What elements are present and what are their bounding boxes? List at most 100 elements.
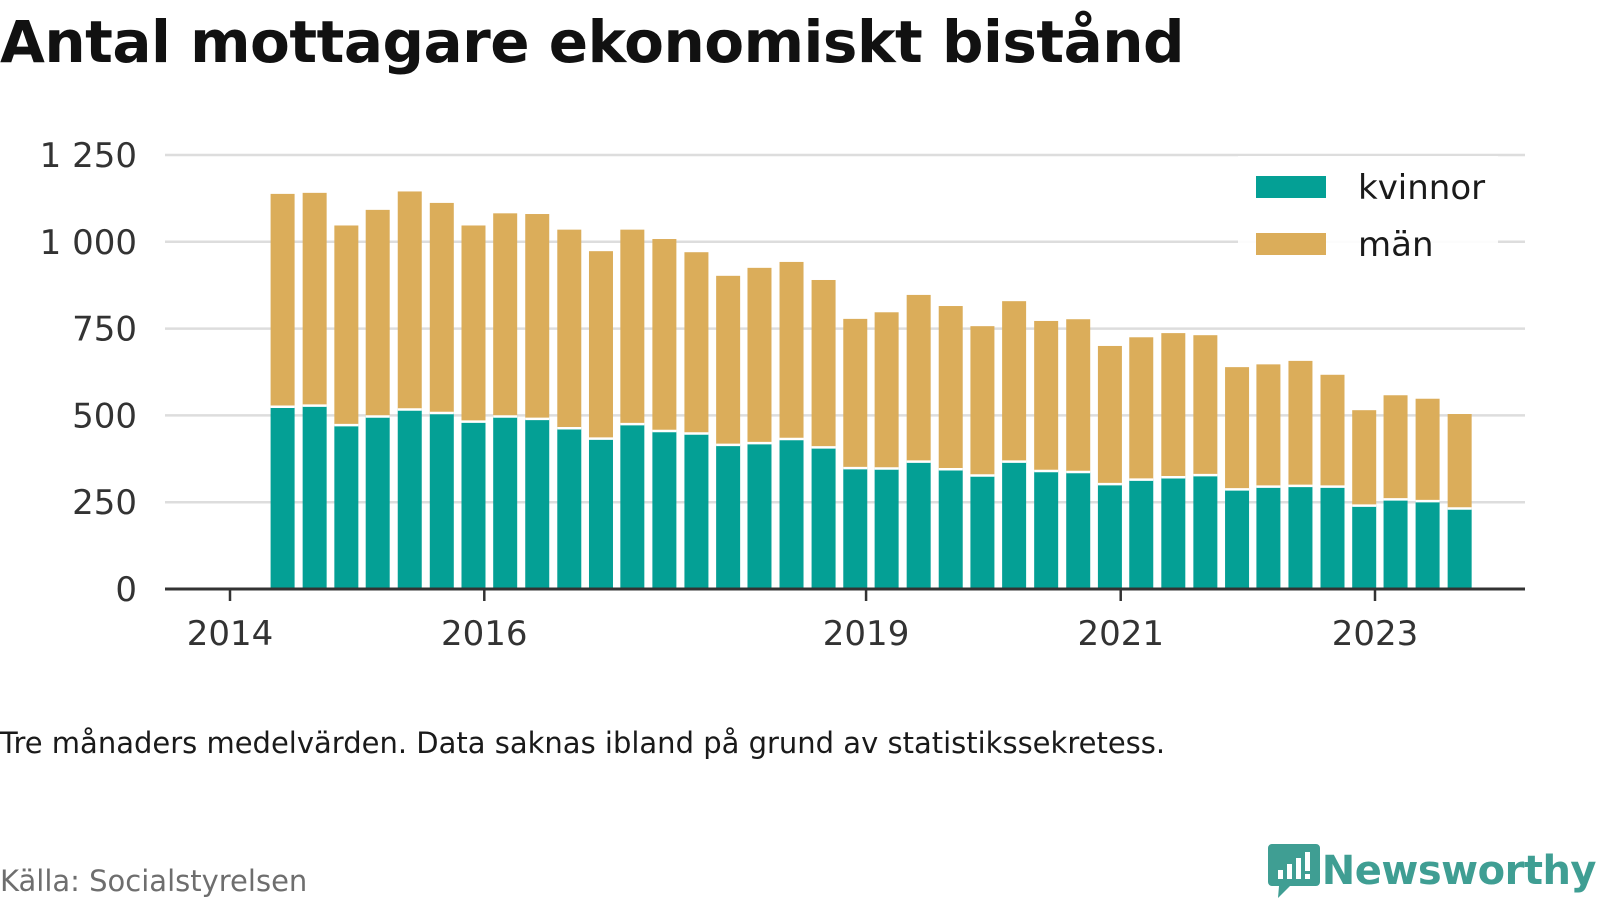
bar-kvinnor <box>970 475 995 589</box>
bar-kvinnor <box>302 405 327 589</box>
bar-man <box>938 306 963 470</box>
y-tick-label: 750 <box>72 310 137 350</box>
legend-swatch-kvinnor <box>1256 176 1326 198</box>
bar-man <box>1288 360 1313 486</box>
bar-man <box>493 213 518 417</box>
x-tick-label: 2019 <box>823 614 910 654</box>
bar-kvinnor <box>843 468 868 589</box>
bar-kvinnor <box>779 439 804 589</box>
bar-man <box>684 252 709 434</box>
bar-kvinnor <box>747 443 772 589</box>
bar-kvinnor <box>620 424 645 589</box>
y-tick-label: 1 000 <box>40 223 137 263</box>
bar-kvinnor <box>557 428 582 589</box>
bar-man <box>747 267 772 444</box>
x-tick-label: 2014 <box>187 614 274 654</box>
bar-kvinnor <box>1129 479 1154 589</box>
bar-man <box>1383 395 1408 500</box>
bar-man <box>1225 367 1250 490</box>
bar-kvinnor <box>716 444 741 589</box>
bar-kvinnor <box>1097 484 1122 589</box>
bar-kvinnor <box>397 409 422 589</box>
bar-man <box>1256 364 1281 487</box>
bar-man <box>1066 319 1091 472</box>
source-text: Källa: Socialstyrelsen <box>0 864 308 898</box>
bar-man <box>461 225 486 422</box>
x-axis: 2014 2016 2019 2021 2023 <box>165 587 1525 654</box>
bar-man <box>970 326 995 476</box>
bar-kvinnor <box>684 433 709 589</box>
y-tick-label: 0 <box>115 570 137 610</box>
bar-man <box>1097 345 1122 485</box>
bar-kvinnor <box>365 416 390 589</box>
bar-kvinnor <box>1034 470 1059 589</box>
bar-kvinnor <box>1383 499 1408 589</box>
bar-kvinnor <box>1415 501 1440 589</box>
bar-man <box>906 294 931 462</box>
chart-note: Tre månaders medelvärden. Data saknas ib… <box>0 726 1166 760</box>
bar-kvinnor <box>1002 461 1027 589</box>
legend-label-man: män <box>1358 225 1434 265</box>
newsworthy-logo-icon <box>1267 844 1320 898</box>
y-tick-label: 500 <box>72 396 137 436</box>
bar-man <box>716 275 741 445</box>
x-tick-label: 2023 <box>1332 614 1419 654</box>
bar-kvinnor <box>1447 508 1472 589</box>
bar-man <box>588 251 613 439</box>
bar-kvinnor <box>270 406 295 589</box>
x-tick-label: 2021 <box>1077 614 1164 654</box>
bar-man <box>270 193 295 407</box>
bar-man <box>1352 410 1377 506</box>
bar-kvinnor <box>1352 505 1377 589</box>
bar-man <box>811 279 836 448</box>
bar-man <box>1002 301 1027 462</box>
bar-man <box>1161 333 1186 478</box>
y-tick-label: 1 250 <box>40 136 137 176</box>
bar-man <box>620 229 645 425</box>
bar-kvinnor <box>493 416 518 589</box>
bar-man <box>1320 374 1345 487</box>
bar-man <box>652 239 677 432</box>
bar-kvinnor <box>906 461 931 589</box>
bar-kvinnor <box>652 431 677 589</box>
bar-man <box>365 209 390 417</box>
bar-man <box>1447 414 1472 509</box>
bar-man <box>397 191 422 410</box>
bar-man <box>843 318 868 469</box>
bar-kvinnor <box>525 418 550 589</box>
bar-kvinnor <box>1256 486 1281 589</box>
bar-kvinnor <box>1193 475 1218 589</box>
bar-kvinnor <box>938 469 963 589</box>
legend-swatch-man <box>1256 233 1326 255</box>
bar-kvinnor <box>588 438 613 589</box>
bar-man <box>302 192 327 406</box>
bar-man <box>874 312 899 469</box>
bar-kvinnor <box>334 425 359 589</box>
legend: kvinnor män <box>1238 156 1498 268</box>
bar-man <box>1034 320 1059 471</box>
bar-kvinnor <box>1288 485 1313 589</box>
bar-kvinnor <box>874 468 899 589</box>
bar-man <box>525 214 550 419</box>
bar-kvinnor <box>1225 489 1250 589</box>
y-axis-ticks: 0 250 500 750 1 000 1 250 <box>40 136 137 610</box>
x-tick-label: 2016 <box>441 614 528 654</box>
bar-man <box>779 261 804 440</box>
y-tick-label: 250 <box>72 483 137 523</box>
bar-man <box>429 202 454 413</box>
bar-kvinnor <box>1066 471 1091 589</box>
bar-kvinnor <box>1320 486 1345 589</box>
bar-kvinnor <box>429 412 454 589</box>
bar-man <box>1129 337 1154 480</box>
newsworthy-logo: Newsworthy <box>1266 842 1597 900</box>
bar-kvinnor <box>811 447 836 589</box>
bar-man <box>557 229 582 429</box>
legend-label-kvinnor: kvinnor <box>1358 168 1485 208</box>
brand-name: Newsworthy <box>1321 848 1597 894</box>
bar-man <box>1415 398 1440 502</box>
bar-kvinnor <box>461 421 486 589</box>
bar-man <box>1193 335 1218 476</box>
bar-kvinnor <box>1161 477 1186 589</box>
bars <box>270 191 1472 589</box>
